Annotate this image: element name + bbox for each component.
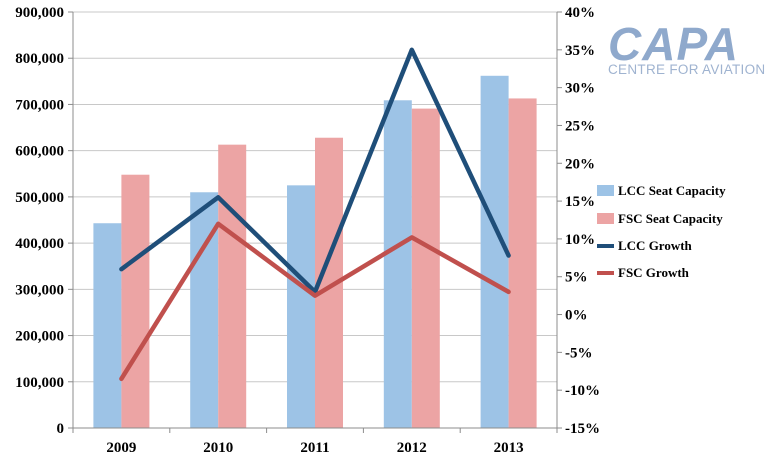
- x-tick-label: 2012: [397, 440, 427, 456]
- legend-item-lcc-growth: LCC Growth: [597, 238, 693, 253]
- right-tick-label: 20%: [565, 156, 595, 172]
- left-tick-label: 800,000: [15, 51, 64, 67]
- x-tick-label: 2011: [300, 440, 329, 456]
- legend-item-fsc-seat-capacity: FSC Seat Capacity: [597, 211, 723, 226]
- line-series: [119, 47, 511, 382]
- right-tick-label: 15%: [565, 194, 595, 210]
- x-tick-label: 2013: [494, 440, 524, 456]
- line-fsc-growth: [119, 221, 511, 382]
- axes: [68, 11, 562, 433]
- legend-item-lcc-seat-capacity: LCC Seat Capacity: [597, 183, 726, 198]
- legend: LCC Seat Capacity FSC Seat Capacity LCC …: [597, 183, 726, 280]
- bar-lcc-seat-capacity: [287, 185, 315, 428]
- right-tick-label: 25%: [565, 118, 595, 134]
- legend-label: LCC Seat Capacity: [618, 183, 726, 198]
- capa-logo: CAPA CENTRE FOR AVIATION: [608, 18, 765, 77]
- x-tick-label: 2010: [203, 440, 233, 456]
- right-tick-label: 40%: [565, 5, 595, 21]
- right-tick-label: 5%: [565, 270, 588, 286]
- legend-item-fsc-growth: FSC Growth: [597, 265, 690, 280]
- bar-fsc-seat-capacity: [411, 108, 440, 429]
- bar-fsc-seat-capacity: [218, 144, 247, 428]
- logo-sub-text: CENTRE FOR AVIATION: [608, 62, 765, 77]
- left-tick-label: 600,000: [15, 144, 64, 160]
- right-tick-label: -5%: [565, 345, 593, 361]
- right-axis-tick-labels: -15% -10% -5% 0% 5% 10% 15% 20% 25% 30% 35% 40%: [565, 5, 600, 437]
- right-tick-label: 10%: [565, 232, 595, 248]
- bar-lcc-seat-capacity: [480, 75, 509, 428]
- x-tick-label: 2009: [106, 440, 136, 456]
- left-tick-label: 0: [57, 421, 65, 437]
- bar-fsc-seat-capacity: [121, 174, 150, 428]
- left-tick-label: 900,000: [15, 5, 64, 21]
- legend-label: LCC Growth: [618, 238, 693, 253]
- left-tick-label: 700,000: [15, 97, 64, 113]
- right-tick-label: 35%: [565, 43, 595, 59]
- right-tick-label: -15%: [565, 421, 600, 437]
- left-tick-label: 300,000: [15, 282, 64, 298]
- left-tick-label: 200,000: [15, 329, 64, 345]
- legend-swatch: [597, 213, 614, 224]
- logo-main-text: CAPA: [608, 18, 739, 70]
- right-tick-label: 0%: [565, 308, 588, 324]
- left-axis-tick-labels: 0 100,000 200,000 300,000 400,000 500,000 600,…: [15, 5, 64, 437]
- left-tick-label: 400,000: [15, 236, 64, 252]
- bar-lcc-seat-capacity: [93, 223, 122, 428]
- left-tick-label: 100,000: [15, 375, 64, 391]
- x-axis-tick-labels: 2009 2010 2011 2012 2013: [106, 440, 523, 456]
- line-lcc-growth: [119, 47, 511, 295]
- right-tick-label: 30%: [565, 81, 595, 97]
- bar-series: [93, 75, 537, 429]
- left-tick-label: 500,000: [15, 190, 64, 206]
- right-tick-label: -10%: [565, 383, 600, 399]
- legend-label: FSC Seat Capacity: [618, 211, 723, 226]
- bar-fsc-seat-capacity: [508, 98, 537, 429]
- legend-label: FSC Growth: [618, 265, 690, 280]
- bar-lcc-seat-capacity: [383, 100, 412, 428]
- legend-swatch: [597, 185, 614, 196]
